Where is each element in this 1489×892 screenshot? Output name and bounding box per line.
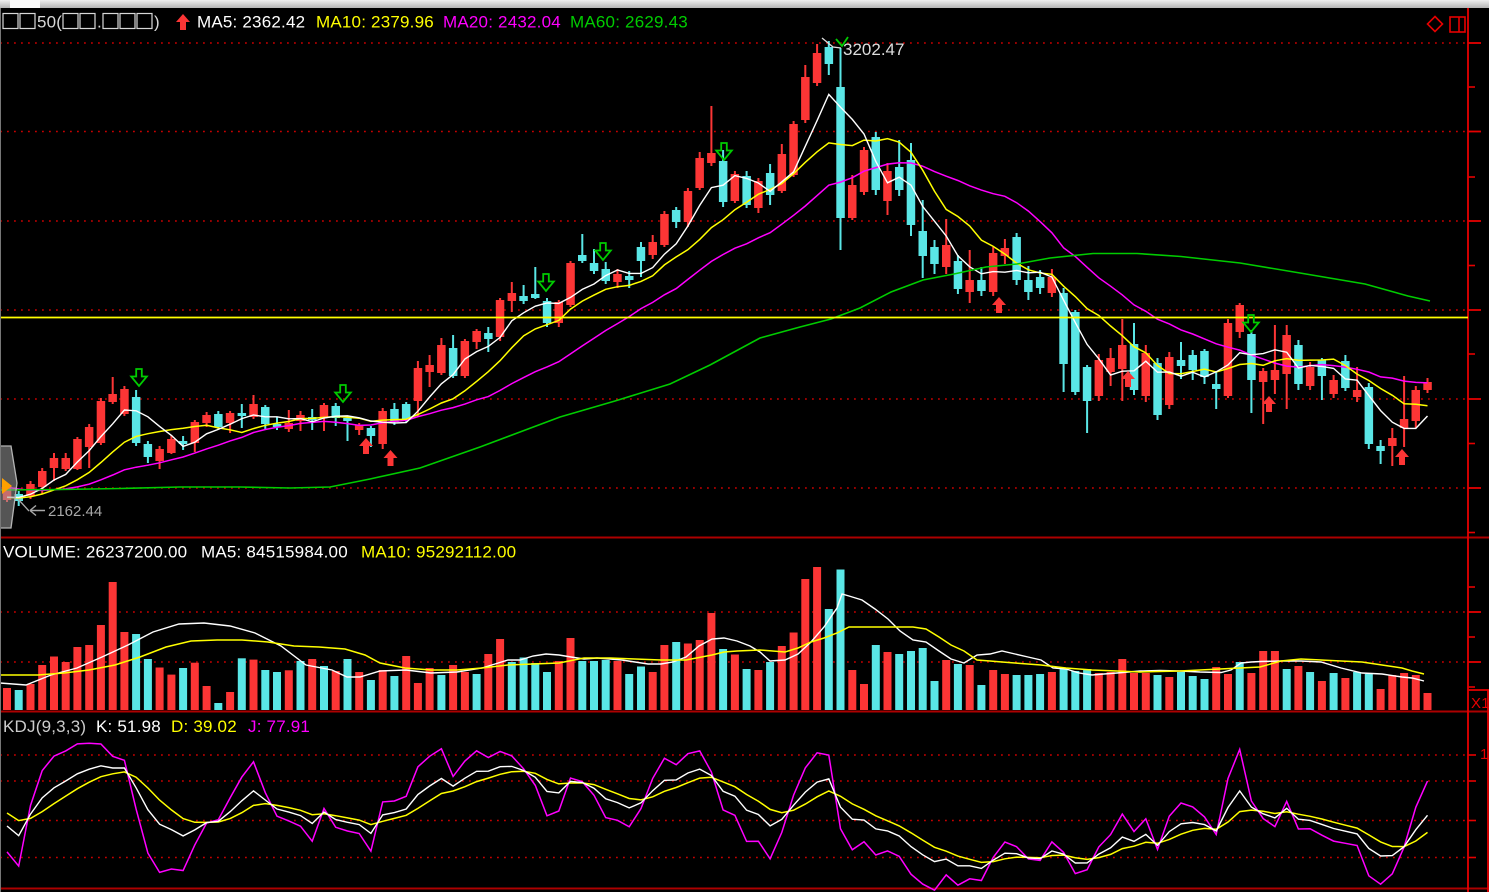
svg-text:J: 77.91: J: 77.91 bbox=[248, 717, 310, 736]
svg-text:3202.47: 3202.47 bbox=[843, 40, 904, 59]
svg-text:X1: X1 bbox=[1471, 695, 1489, 712]
svg-text:MA5: 2362.42: MA5: 2362.42 bbox=[197, 13, 305, 32]
svg-text:D: 39.02: D: 39.02 bbox=[171, 717, 237, 736]
svg-text:VOLUME: 26237200.00: VOLUME: 26237200.00 bbox=[3, 543, 187, 562]
svg-text:50(: 50( bbox=[37, 13, 62, 32]
svg-text:K: 51.98: K: 51.98 bbox=[96, 717, 161, 736]
svg-text:MA10: 2379.96: MA10: 2379.96 bbox=[316, 13, 434, 32]
svg-text:MA20: 2432.04: MA20: 2432.04 bbox=[443, 13, 561, 32]
svg-text:10: 10 bbox=[1480, 746, 1489, 763]
svg-text:MA5: 84515984.00: MA5: 84515984.00 bbox=[201, 543, 348, 562]
svg-text:KDJ(9,3,3): KDJ(9,3,3) bbox=[3, 717, 86, 736]
svg-text:MA60: 2629.43: MA60: 2629.43 bbox=[570, 13, 688, 32]
svg-text:MA10: 95292112.00: MA10: 95292112.00 bbox=[361, 543, 516, 562]
svg-text:2162.44: 2162.44 bbox=[48, 503, 102, 520]
svg-text:.: . bbox=[97, 13, 102, 32]
svg-text:): ) bbox=[154, 13, 160, 32]
